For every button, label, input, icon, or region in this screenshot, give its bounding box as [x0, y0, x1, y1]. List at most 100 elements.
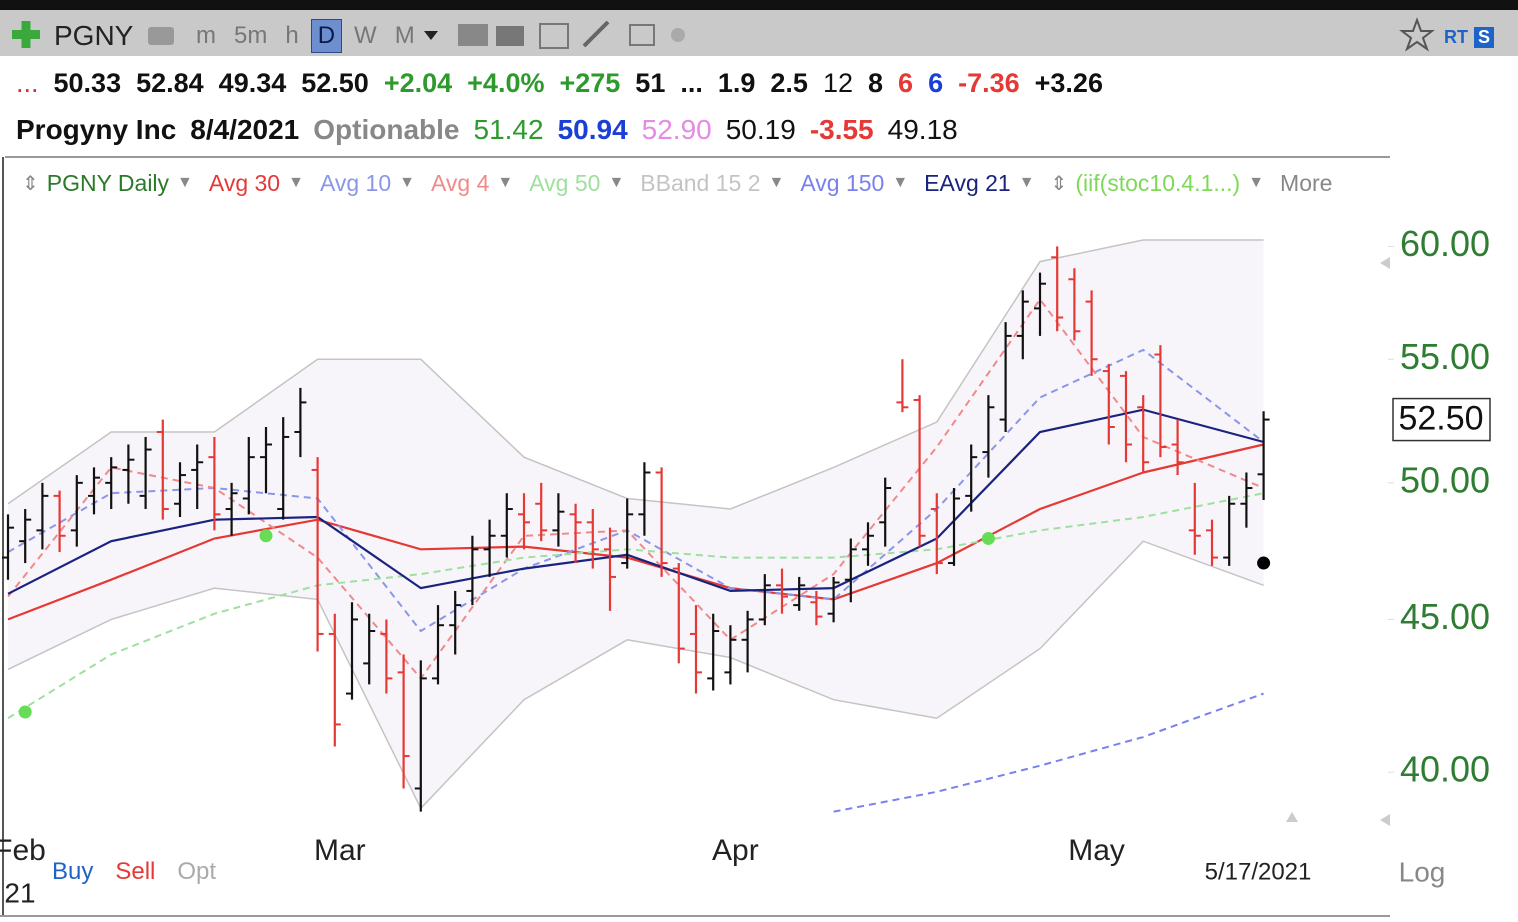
indicator-name[interactable]: (iif(stoc10.4.1...) [1075, 169, 1241, 196]
grid-icon[interactable] [539, 23, 569, 49]
note-icon[interactable] [629, 24, 655, 46]
signal-dot [1257, 556, 1271, 570]
quote-row-item: ... [680, 67, 703, 98]
trade-button[interactable]: Sell [115, 858, 156, 885]
bar-icon[interactable] [496, 26, 524, 46]
indicator-name[interactable]: Avg 4 [430, 169, 490, 196]
indicator-name[interactable]: Avg 150 [800, 169, 885, 196]
info-row-item: 8/4/2021 [190, 114, 300, 145]
interval-button[interactable]: 5m [234, 22, 268, 49]
y-tick-label: 50.00 [1400, 459, 1490, 500]
year-label: 21 [4, 877, 35, 908]
toggle-icon[interactable] [671, 28, 685, 42]
indicator-name[interactable]: Avg 50 [529, 169, 601, 196]
more-button[interactable]: More [1280, 169, 1333, 196]
indicator-name[interactable]: EAvg 21 [924, 169, 1011, 196]
signal-dot [259, 529, 273, 543]
trade-buttons: Buy Sell Opt [52, 855, 216, 889]
info-row: Progyny Inc 8/4/2021 Optionable 51.42 50.94 5… [16, 110, 958, 150]
move-icon[interactable]: ⇕ [1050, 172, 1068, 195]
indicator-name[interactable]: BBand 15 2 [640, 169, 761, 196]
scroll-marker [1380, 257, 1390, 269]
info-row-item: 52.90 [641, 114, 712, 145]
x-tick-label: Apr [712, 834, 759, 867]
info-row-item: 49.18 [887, 114, 958, 145]
window-bar [0, 0, 1518, 10]
price-box [1392, 397, 1491, 442]
y-tick-label: 55.00 [1400, 336, 1490, 377]
quote-row-item: 52.50 [301, 67, 369, 98]
quote-row-item: 2.5 [770, 67, 808, 98]
x-tick-label: Mar [314, 834, 366, 867]
signal-dot [18, 705, 32, 719]
arrow-icon: ▼ [768, 174, 785, 191]
arrow-icon: ▼ [177, 174, 193, 191]
text-icon[interactable] [458, 24, 488, 46]
indicator-row: ⇕ PGNY Daily ▼ Avg 30 ▼ Avg 10 ▼ Avg 4 ▼ Avg 50 ▼ B… [22, 166, 1332, 200]
interval-bar: m 5m h D W M [190, 18, 421, 54]
quote-row-item: +2.04 [383, 67, 453, 98]
quote-row-item: +3.26 [1034, 67, 1103, 98]
quote-row: ... 50.33 52.84 49.34 52.50 +2.04 +4.0% +275 51.… [16, 62, 1103, 104]
quote-row-item: ... [16, 67, 39, 98]
toolbar [0, 10, 1518, 56]
quote-row-item: 49.34 [218, 67, 287, 98]
symbol[interactable]: PGNY [54, 20, 134, 51]
x-tick-label: Feb [0, 834, 46, 867]
quote-row-item: 8 [868, 67, 884, 98]
quote-row-item: 52.84 [136, 67, 204, 98]
quote-row-item: +275 [559, 67, 621, 98]
realtime-label[interactable]: RT [1443, 26, 1468, 47]
dropdown-icon[interactable] [424, 31, 438, 40]
quote-row-item: 1.9 [717, 67, 756, 98]
info-row-item: 50.19 [725, 114, 796, 145]
arrow-icon: ▼ [892, 174, 909, 191]
print-icon[interactable] [148, 27, 174, 45]
scroll-marker [1286, 812, 1298, 822]
info-row-item: Progyny Inc [16, 114, 177, 145]
band-lower [7, 540, 1264, 810]
y-tick-label: 60.00 [1400, 223, 1490, 264]
indicator-name[interactable]: Avg 30 [208, 169, 281, 196]
account-label[interactable]: S [1473, 26, 1494, 48]
interval-button[interactable]: h [285, 22, 299, 49]
info-row-item: Optionable [313, 114, 460, 145]
scroll-marker [1380, 814, 1390, 826]
interval-button[interactable]: M [394, 22, 415, 49]
quote-row-item: 6 [898, 67, 914, 98]
arrow-icon: ▼ [288, 174, 304, 191]
star-icon[interactable] [1399, 17, 1435, 52]
trade-button[interactable]: Opt [177, 858, 217, 885]
indicator-name[interactable]: PGNY Daily [46, 169, 170, 196]
move-icon[interactable]: ⇕ [22, 172, 39, 195]
x-tick-label: May [1068, 834, 1125, 867]
interval-button[interactable]: m [196, 22, 216, 49]
interval-button[interactable]: D [310, 19, 343, 53]
arrow-icon: ▼ [1018, 174, 1035, 191]
trade-button[interactable]: Buy [52, 858, 94, 885]
info-row-item: 50.94 [557, 114, 628, 145]
arrow-icon: ▼ [399, 174, 415, 191]
price-label: 52.50 [1398, 400, 1483, 438]
interval-button[interactable]: W [354, 22, 377, 49]
y-tick-label: 40.00 [1400, 749, 1490, 790]
pen-icon[interactable] [582, 20, 610, 48]
avg-line [833, 692, 1264, 813]
date-label: 5/17/2021 [1205, 858, 1312, 885]
quote-row-item: 12 [822, 67, 853, 98]
scale-label[interactable]: Log [1399, 856, 1446, 887]
info-row-item: 51.42 [473, 114, 544, 145]
indicator-name[interactable]: Avg 10 [319, 169, 392, 196]
y-tick-label: 45.00 [1400, 596, 1490, 637]
arrow-icon: ▼ [1248, 174, 1265, 191]
signal-dot [981, 531, 995, 545]
toolbar-right: RT S [1444, 22, 1494, 52]
add-icon[interactable] [12, 21, 40, 48]
info-row-item: -3.55 [809, 114, 874, 145]
quote-row-item: 50.33 [53, 67, 122, 98]
plot-area [2, 239, 1271, 813]
quote-row-item: 51 [635, 67, 666, 98]
quote-row-item: 6 [928, 67, 944, 98]
band-fill [8, 239, 1264, 809]
